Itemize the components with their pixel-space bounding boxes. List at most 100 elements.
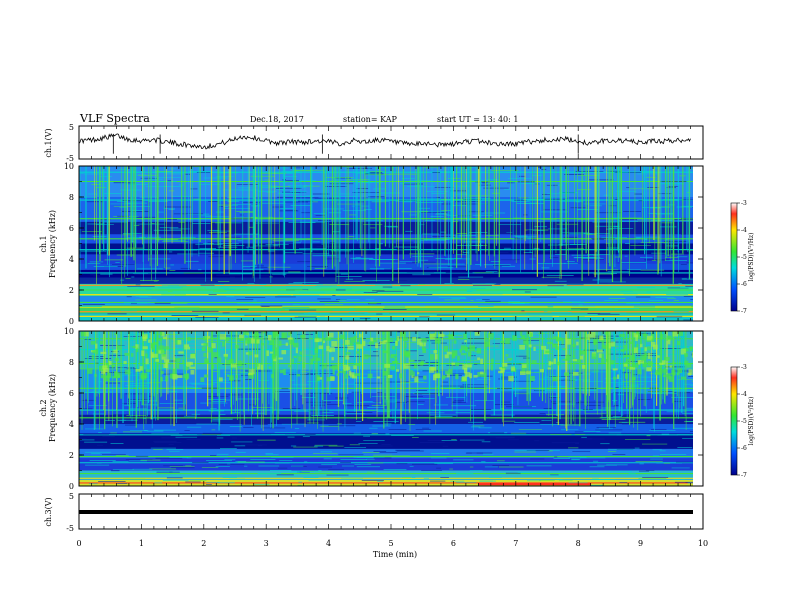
spectrogram-haze xyxy=(158,338,162,341)
spectrogram-haze xyxy=(399,373,403,379)
spectrogram-haze xyxy=(419,342,424,347)
ch1-waveform-line xyxy=(78,133,691,150)
spectrogram-haze xyxy=(283,369,286,375)
spectrogram-haze xyxy=(226,360,231,365)
spectrogram-haze xyxy=(298,356,302,362)
spectrogram-haze xyxy=(672,331,678,337)
spectrogram-haze xyxy=(464,340,467,343)
spectrogram-haze xyxy=(589,332,596,338)
spectrogram-haze xyxy=(473,375,478,378)
spectrogram-haze xyxy=(269,351,274,354)
spectrogram-haze xyxy=(245,337,251,344)
spectrogram-haze xyxy=(108,361,112,365)
spectrogram-haze xyxy=(190,369,195,375)
spectrogram-haze xyxy=(686,362,692,368)
spectrogram-haze xyxy=(331,357,334,361)
spectrogram-haze xyxy=(261,342,265,346)
spectrogram-haze xyxy=(256,339,260,344)
spectrogram-haze xyxy=(353,365,357,370)
spectrogram-haze xyxy=(616,374,620,379)
spectrogram-haze xyxy=(273,331,279,337)
spectrogram-haze xyxy=(443,345,448,352)
spectrogram-haze xyxy=(263,331,267,334)
spectrogram-haze xyxy=(352,374,358,379)
spectrogram-haze xyxy=(455,373,459,380)
spectrogram-haze xyxy=(580,350,586,355)
spectrogram-haze xyxy=(186,361,191,367)
spectrogram-haze xyxy=(354,363,360,366)
colorbar-tick-label: -5 xyxy=(741,254,747,261)
spectrogram-haze xyxy=(135,344,139,350)
spectrogram-haze xyxy=(433,350,438,354)
spectrogram-haze xyxy=(414,376,419,383)
spectrogram-haze xyxy=(256,363,259,367)
spectrogram-haze xyxy=(655,372,661,376)
spectrogram-haze xyxy=(605,359,609,362)
spectrogram-haze xyxy=(275,350,278,356)
spectrogram-band xyxy=(79,470,693,480)
time-tick-label: 1 xyxy=(139,539,144,548)
spectrogram-haze xyxy=(392,345,396,350)
spectrogram-haze xyxy=(646,367,652,372)
spectrogram-haze xyxy=(273,357,277,362)
spectrogram-haze xyxy=(519,344,525,350)
freq-tick-label: 0 xyxy=(69,482,74,491)
spectrogram-haze xyxy=(523,339,529,345)
time-tick-label: 2 xyxy=(201,539,206,548)
spectrogram-haze xyxy=(463,333,467,339)
spectrogram-haze xyxy=(406,352,411,358)
spectrogram-haze xyxy=(580,355,583,360)
spectrogram-haze xyxy=(420,360,424,365)
spectrogram-haze xyxy=(224,354,228,360)
spectrogram-haze xyxy=(314,347,319,353)
spectrogram-haze xyxy=(687,372,691,376)
spectrogram-haze xyxy=(281,350,287,355)
spectrogram-haze xyxy=(505,353,509,357)
spectrogram-haze xyxy=(100,351,107,355)
spectrogram-haze xyxy=(526,370,531,375)
spectrogram-haze xyxy=(347,345,354,350)
spectrogram-haze xyxy=(271,354,276,360)
spectrogram-haze xyxy=(329,366,336,369)
spectrogram-haze xyxy=(566,338,571,345)
spectrogram-haze xyxy=(331,341,338,347)
spectrogram-haze xyxy=(315,357,321,361)
spectrogram-haze xyxy=(421,339,427,343)
spectrogram-haze xyxy=(460,353,467,356)
spectrogram-haze xyxy=(680,376,686,380)
spectrogram-haze xyxy=(161,354,166,360)
spectrogram-haze xyxy=(639,339,643,345)
spectrogram-haze xyxy=(528,344,532,348)
time-tick-label: 9 xyxy=(638,539,643,548)
spectrogram-band xyxy=(79,296,693,306)
spectrogram-band xyxy=(79,424,693,434)
spectrogram-haze xyxy=(229,375,234,381)
spectrogram-haze xyxy=(123,361,127,364)
x-axis-ticks xyxy=(78,126,704,529)
spectrogram-haze xyxy=(343,364,349,371)
spectrogram-haze xyxy=(655,370,658,374)
freq-tick-label: 6 xyxy=(69,224,74,233)
spectrogram-haze xyxy=(430,354,435,360)
spectrogram-band xyxy=(79,448,693,459)
spectrogram-haze xyxy=(448,369,453,375)
spectrogram-haze xyxy=(463,367,468,374)
spectrogram-haze xyxy=(349,342,353,346)
spectrogram-haze xyxy=(227,374,230,377)
spectrogram-haze xyxy=(556,361,561,366)
colorbar-tick-label: -5 xyxy=(741,418,747,425)
freq-tick-label: 10 xyxy=(64,162,74,171)
spectrogram-haze xyxy=(323,363,327,369)
spectrogram-haze xyxy=(287,337,293,340)
spectrogram-haze xyxy=(403,363,409,369)
spectrogram-haze xyxy=(387,374,393,379)
ch1-ytick-top: 5 xyxy=(69,123,74,132)
spectrogram-haze xyxy=(602,341,605,348)
spectrogram-haze xyxy=(354,373,361,377)
spectrogram-haze xyxy=(189,361,193,366)
spectrogram-haze xyxy=(124,352,130,356)
spectrogram-haze xyxy=(375,342,379,349)
spectrogram-haze xyxy=(545,350,550,354)
freq-tick-label: 4 xyxy=(69,255,74,264)
spectrogram-haze xyxy=(462,376,467,381)
